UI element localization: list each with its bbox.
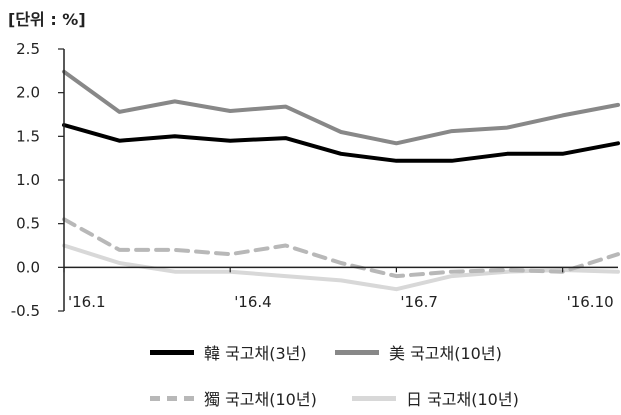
legend-label-korea: 韓 국고채(3년) — [204, 344, 307, 363]
y-tick-label: 1.0 — [16, 171, 40, 189]
y-tick-label: 1.5 — [16, 127, 40, 145]
unit-label: [단위 : %] — [8, 10, 86, 29]
y-tick-label: -0.5 — [11, 302, 40, 320]
legend-swatch-germany — [150, 395, 194, 401]
y-tick-label: 2.5 — [16, 40, 40, 58]
legend-item-germany: 獨 국고채(10년) — [150, 386, 317, 410]
series-layer — [62, 69, 620, 292]
legend-swatch-japan — [352, 395, 396, 401]
legend-label-japan: 日 국고채(10년) — [406, 390, 519, 409]
legend-label-germany: 獨 국고채(10년) — [204, 390, 317, 409]
legend-swatch-korea — [150, 349, 194, 355]
series-germany-10y — [62, 217, 620, 279]
axis-layer: 2.5 2.0 1.5 1.0 0.5 0.0 -0.5 '16.1 '16.4 '16.7 '16… — [11, 40, 618, 320]
x-tick-label: '16.10 — [567, 293, 614, 311]
y-tick-label: 0.0 — [16, 258, 40, 276]
x-tick-label: '16.1 — [68, 293, 106, 311]
legend-item-korea: 韓 국고채(3년) — [150, 340, 307, 364]
legend-label-us: 美 국고채(10년) — [389, 344, 502, 363]
x-tick-label: '16.4 — [234, 293, 272, 311]
x-tick-label: '16.7 — [400, 293, 438, 311]
series-us-10y — [62, 69, 620, 146]
legend-item-us: 美 국고채(10년) — [335, 340, 502, 364]
y-tick-label: 2.0 — [16, 84, 40, 102]
y-tick-label: 0.5 — [16, 215, 40, 233]
legend-swatch-us — [335, 349, 379, 355]
legend-item-japan: 日 국고채(10년) — [352, 386, 519, 410]
series-japan-10y — [62, 243, 620, 292]
